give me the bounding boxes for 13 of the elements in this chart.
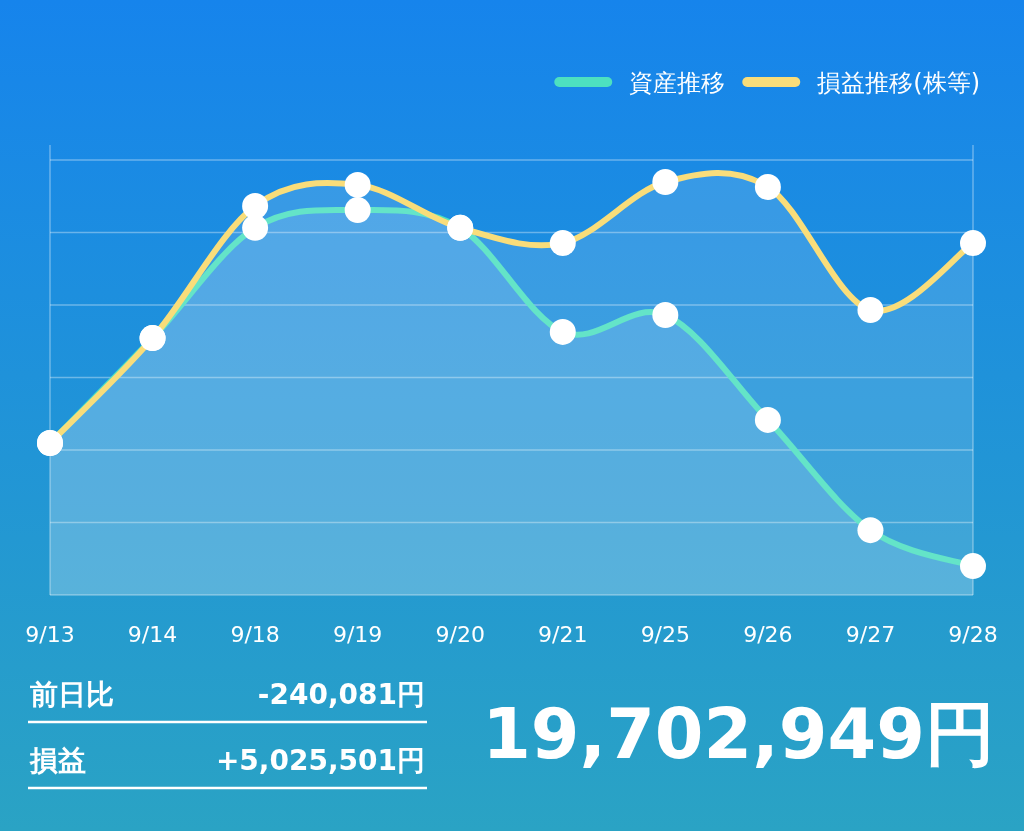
x-tick-label: 9/28 (948, 622, 998, 647)
x-tick-label: 9/20 (435, 622, 485, 647)
legend-label: 損益推移(株等) (817, 69, 980, 97)
legend-label: 資産推移 (629, 69, 726, 97)
x-tick-label: 9/27 (845, 622, 896, 647)
summary: 前日比 -240,081円 損益 +5,025,501円 19,702,949円 (28, 678, 995, 790)
x-tick-label: 9/25 (640, 622, 691, 647)
x-tick-label: 9/13 (25, 622, 75, 647)
x-tick-label: 9/14 (127, 622, 178, 647)
x-tick-label: 9/21 (538, 622, 588, 647)
x-tick-label: 9/18 (230, 622, 280, 647)
x-tick-label: 9/26 (743, 622, 793, 647)
x-tick-label: 9/19 (332, 622, 383, 647)
